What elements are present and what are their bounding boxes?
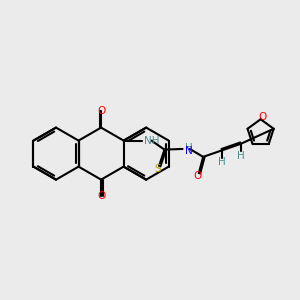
Text: H: H: [218, 157, 226, 167]
Text: H: H: [237, 151, 244, 161]
Text: NH: NH: [144, 136, 160, 146]
Text: H: H: [185, 143, 193, 153]
Text: O: O: [193, 171, 201, 182]
Text: N: N: [185, 146, 193, 156]
Text: O: O: [258, 112, 266, 122]
Text: S: S: [154, 164, 160, 174]
Text: O: O: [97, 191, 105, 201]
Text: O: O: [97, 106, 105, 116]
